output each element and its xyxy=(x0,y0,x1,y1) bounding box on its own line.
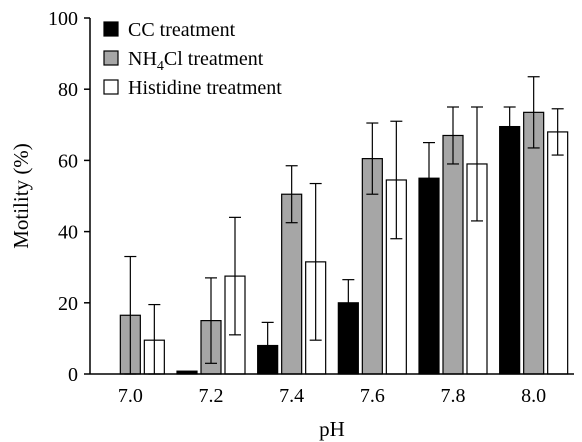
x-axis-label: pH xyxy=(319,417,345,441)
bar-2-7.8 xyxy=(442,134,464,375)
x-tick-label: 8.0 xyxy=(521,385,546,407)
legend-label-1: CC treatment xyxy=(128,19,236,41)
x-ticks-layer: 7.0 7.2 7.4 7.6 7.8 8.0 xyxy=(118,385,546,407)
legend-swatch-3 xyxy=(103,79,119,95)
legend-label-subscript: 4 xyxy=(157,59,164,74)
y-tick-label: 0 xyxy=(68,364,78,386)
y-tick-label: 20 xyxy=(58,293,78,315)
error-bars-layer xyxy=(124,76,564,375)
x-tick-label: 7.6 xyxy=(360,385,385,407)
legend-label-main: NH xyxy=(128,48,157,70)
legend-label-main: CC treatment xyxy=(128,19,236,41)
x-tick-label: 7.2 xyxy=(199,385,224,407)
bar-3-8.0 xyxy=(547,131,569,375)
x-tick-label: 7.8 xyxy=(441,385,466,407)
legend: CC treatment NH4Cl treatment Histidine tre… xyxy=(103,19,282,99)
y-tick-label: 40 xyxy=(58,222,78,244)
x-tick-label: 7.4 xyxy=(279,385,304,407)
bars-layer xyxy=(119,111,569,375)
legend-label-main: Histidine treatment xyxy=(128,77,282,99)
legend-label-tail: Cl treatment xyxy=(164,48,264,70)
bar-2-8.0 xyxy=(523,111,545,375)
axes-layer xyxy=(89,18,574,375)
y-tick-label: 100 xyxy=(48,8,78,30)
legend-label-3: Histidine treatment xyxy=(128,77,282,99)
legend-label-2: NH4Cl treatment xyxy=(128,48,264,74)
y-tick-label: 60 xyxy=(58,150,78,172)
legend-swatch-1 xyxy=(103,21,119,37)
legend-swatch-2 xyxy=(103,50,119,66)
y-axis-label: Motility (%) xyxy=(9,143,33,249)
y-ticks-layer: 0 20 40 60 80 100 xyxy=(48,8,90,386)
y-tick-label: 80 xyxy=(58,79,78,101)
x-tick-label: 7.0 xyxy=(118,385,143,407)
bar-1-8.0 xyxy=(499,125,521,375)
